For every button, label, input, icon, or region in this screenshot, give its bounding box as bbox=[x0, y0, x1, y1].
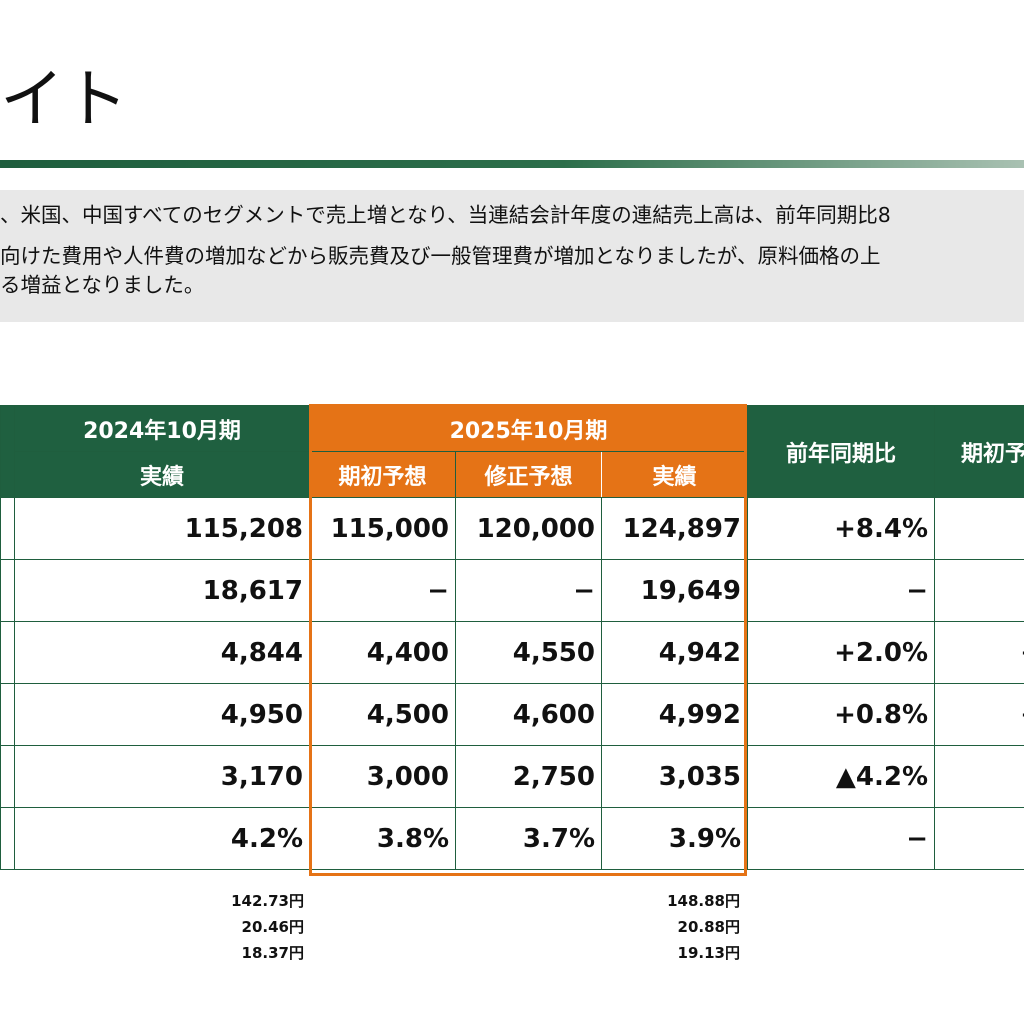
cell-fy2024-actual: 4,950 bbox=[14, 683, 310, 746]
cell-fy2025-actual: 3,035 bbox=[601, 745, 748, 808]
footnote-fy2024-line: 142.73円 bbox=[231, 892, 304, 910]
cell-vs-initial: +1 bbox=[934, 621, 1024, 684]
cell-initial-forecast: 115,000 bbox=[309, 497, 456, 560]
cell-revised-forecast: − bbox=[455, 559, 602, 622]
row-label-cell bbox=[0, 497, 15, 560]
cell-initial-forecast: − bbox=[309, 559, 456, 622]
cell-vs-initial bbox=[934, 559, 1024, 622]
cell-yoy: +0.8% bbox=[747, 683, 935, 746]
header-fy2025-actual: 実績 bbox=[601, 451, 748, 498]
cell-yoy: ▲4.2% bbox=[747, 745, 935, 808]
header-revised-forecast: 修正予想 bbox=[455, 451, 602, 498]
cell-initial-forecast: 4,400 bbox=[309, 621, 456, 684]
cell-revised-forecast: 2,750 bbox=[455, 745, 602, 808]
cell-vs-initial: 達 bbox=[934, 807, 1024, 870]
cell-vs-initial: + bbox=[934, 745, 1024, 808]
summary-line-3: る増益となりました。 bbox=[0, 273, 205, 297]
cell-yoy: +8.4% bbox=[747, 497, 935, 560]
footnote-fy2024: 142.73円 20.46円 18.37円 bbox=[164, 888, 304, 966]
row-label-cell bbox=[0, 621, 15, 684]
cell-revised-forecast: 120,000 bbox=[455, 497, 602, 560]
table-row: 18,617− −19,649− bbox=[0, 559, 1024, 622]
cell-fy2025-actual: 3.9% bbox=[601, 807, 748, 870]
cell-yoy: − bbox=[747, 559, 935, 622]
header-fy2025: 2025年10月期 bbox=[309, 405, 748, 452]
cell-vs-initial: +1 bbox=[934, 683, 1024, 746]
header-fy2024-actual: 実績 bbox=[14, 451, 310, 498]
cell-revised-forecast: 4,600 bbox=[455, 683, 602, 746]
cell-revised-forecast: 3.7% bbox=[455, 807, 602, 870]
cell-yoy: − bbox=[747, 807, 935, 870]
header-vs-initial: 期初予 bbox=[934, 405, 1024, 498]
row-label-cell bbox=[0, 807, 15, 870]
header-fy2024: 2024年10月期 bbox=[14, 405, 310, 452]
cell-fy2024-actual: 4,844 bbox=[14, 621, 310, 684]
cell-fy2025-actual: 4,942 bbox=[601, 621, 748, 684]
cell-fy2024-actual: 115,208 bbox=[14, 497, 310, 560]
footnote-fy2024-line: 18.37円 bbox=[241, 944, 304, 962]
cell-initial-forecast: 4,500 bbox=[309, 683, 456, 746]
row-label-header bbox=[0, 405, 15, 498]
header-initial-forecast: 期初予想 bbox=[309, 451, 456, 498]
cell-fy2025-actual: 19,649 bbox=[601, 559, 748, 622]
cell-vs-initial: + bbox=[934, 497, 1024, 560]
footnote-fy2025-line: 19.13円 bbox=[677, 944, 740, 962]
summary-line-1: 、米国、中国すべてのセグメントで売上増となり、当連結会計年度の連結売上高は、前年… bbox=[0, 203, 891, 227]
footnote-fy2024-line: 20.46円 bbox=[241, 918, 304, 936]
summary-box: 、米国、中国すべてのセグメントで売上増となり、当連結会計年度の連結売上高は、前年… bbox=[0, 190, 1024, 322]
row-label-cell bbox=[0, 559, 15, 622]
title-divider bbox=[0, 160, 1024, 168]
footnote-fy2025-line: 148.88円 bbox=[667, 892, 740, 910]
financial-results-table: 2024年10月期 2025年10月期 前年同期比 期初予 実績 期初予想 修正… bbox=[0, 405, 1024, 870]
cell-fy2024-actual: 18,617 bbox=[14, 559, 310, 622]
page-title: イト bbox=[0, 63, 128, 137]
cell-fy2025-actual: 4,992 bbox=[601, 683, 748, 746]
footnote-fy2025-line: 20.88円 bbox=[677, 918, 740, 936]
cell-initial-forecast: 3.8% bbox=[309, 807, 456, 870]
cell-initial-forecast: 3,000 bbox=[309, 745, 456, 808]
cell-yoy: +2.0% bbox=[747, 621, 935, 684]
row-label-cell bbox=[0, 683, 15, 746]
row-label-cell bbox=[0, 745, 15, 808]
cell-fy2024-actual: 4.2% bbox=[14, 807, 310, 870]
footnote-fy2025: 148.88円 20.88円 19.13円 bbox=[600, 888, 740, 966]
cell-revised-forecast: 4,550 bbox=[455, 621, 602, 684]
cell-fy2024-actual: 3,170 bbox=[14, 745, 310, 808]
header-yoy: 前年同期比 bbox=[747, 405, 935, 498]
summary-line-2: 向けた費用や人件費の増加などから販売費及び一般管理費が増加となりましたが、原料価… bbox=[0, 244, 881, 268]
cell-fy2025-actual: 124,897 bbox=[601, 497, 748, 560]
table-row: 4.2%3.8%3.7%3.9%−達 bbox=[0, 807, 1024, 870]
